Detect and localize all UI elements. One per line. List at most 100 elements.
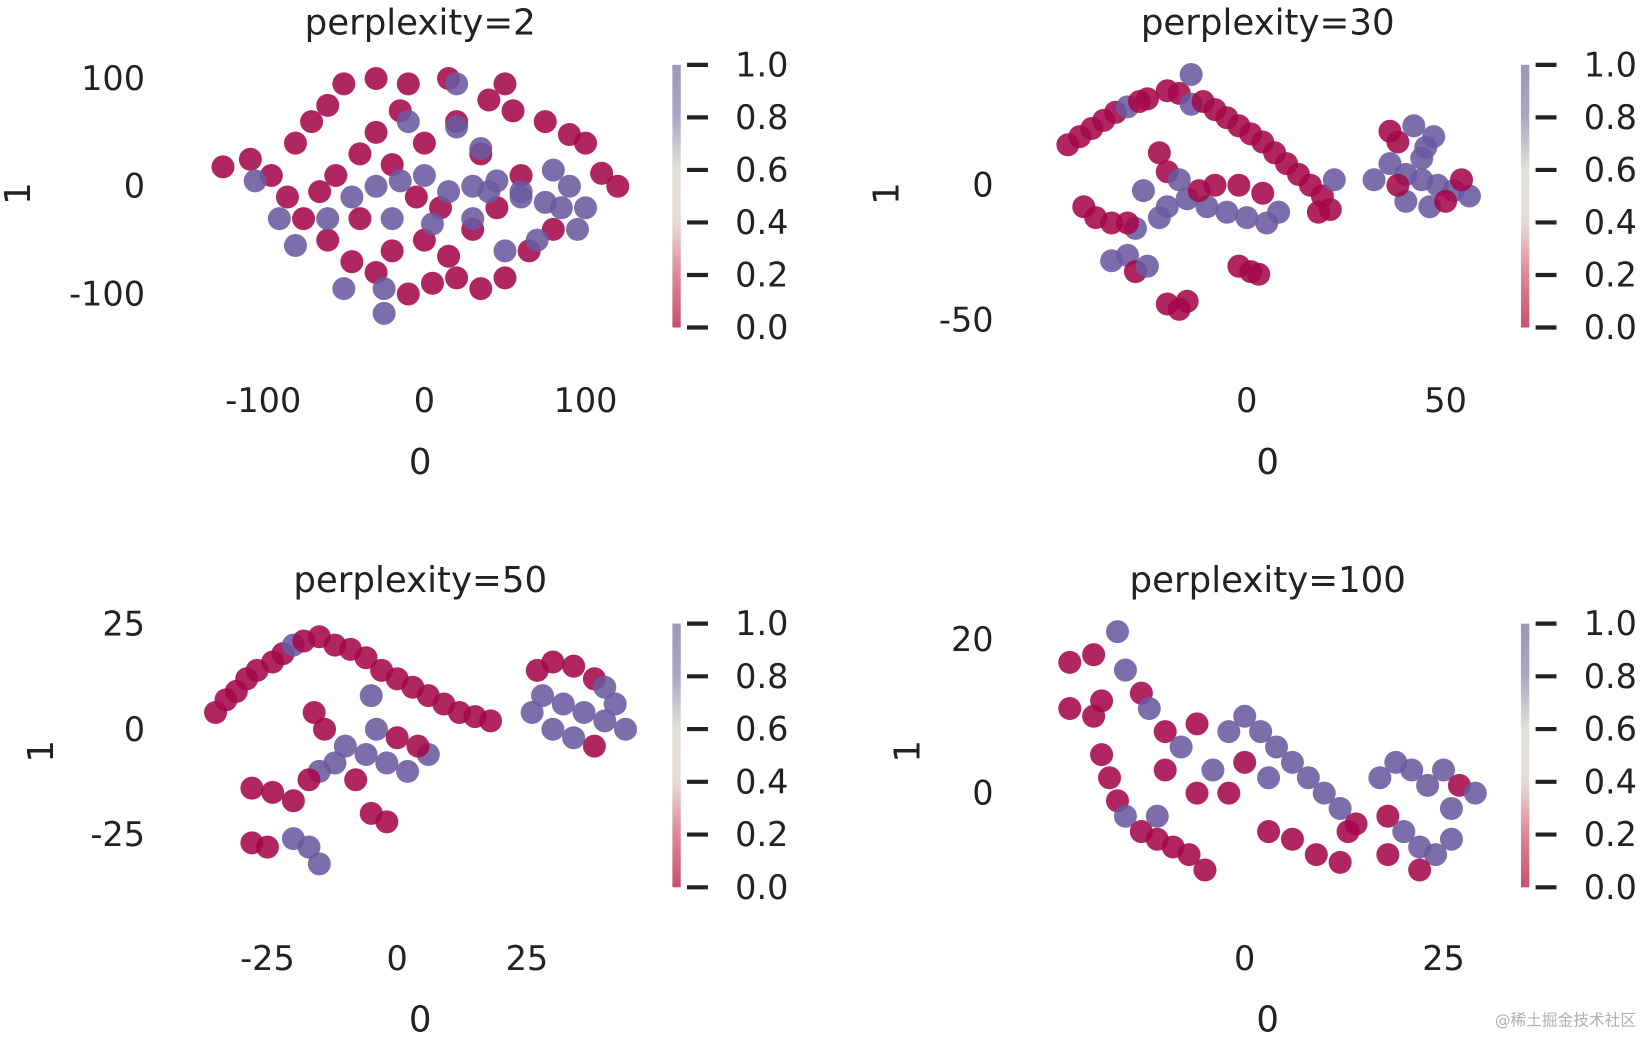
scatter-point <box>1267 200 1291 224</box>
scatter-point <box>333 734 357 758</box>
scatter-point <box>1386 173 1410 197</box>
y-axis-label: 1 <box>0 182 39 205</box>
scatter-point <box>316 93 340 117</box>
colorbar-gradient <box>672 64 681 328</box>
scatter-point <box>493 72 517 96</box>
scatter-point <box>385 726 409 750</box>
colorbar-tick-label: 0.6 <box>735 710 788 749</box>
colorbar-tick-label: 0.4 <box>735 203 788 242</box>
scatter-point <box>313 717 337 741</box>
scatter-point <box>572 700 596 724</box>
scatter-point <box>582 734 606 758</box>
subplot-title: perplexity=100 <box>1130 560 1406 601</box>
scatter-point <box>1416 773 1440 797</box>
subplot-title: perplexity=2 <box>305 3 536 44</box>
scatter-point <box>1322 168 1346 192</box>
scatter-point <box>316 207 340 231</box>
scatter-point <box>1362 168 1386 192</box>
scatter-point <box>1147 141 1171 165</box>
scatter-point <box>1100 211 1124 235</box>
scatter-point <box>509 185 533 209</box>
scatter-point <box>1201 758 1225 782</box>
scatter-point <box>359 684 383 708</box>
scatter-point <box>1185 781 1209 805</box>
scatter-point <box>541 650 565 674</box>
scatter-point <box>364 66 388 90</box>
scatter-point <box>1215 200 1239 224</box>
scatter-point <box>307 852 331 876</box>
scatter-point <box>520 700 544 724</box>
scatter-point <box>1312 781 1336 805</box>
scatter-point <box>1090 743 1114 767</box>
scatter-point <box>340 250 364 274</box>
scatter-point <box>606 174 630 198</box>
scatter-point <box>348 142 372 166</box>
scatter-point <box>1306 200 1330 224</box>
scatter-point <box>340 185 364 209</box>
scatter-point <box>1424 843 1448 867</box>
scatter-point <box>1113 658 1137 682</box>
scatter-point <box>297 835 321 859</box>
y-axis-label: 1 <box>866 182 907 205</box>
scatter-point <box>372 301 396 325</box>
scatter-point <box>1439 827 1463 851</box>
scatter-point <box>1304 843 1328 867</box>
colorbar-tick-label: 0.2 <box>735 815 788 854</box>
scatter-point <box>445 115 469 139</box>
scatter-point <box>243 169 267 193</box>
scatter-point <box>437 180 461 204</box>
scatter-point <box>1058 697 1082 721</box>
scatter-point <box>1434 189 1458 213</box>
x-tick-label: 50 <box>1424 381 1467 420</box>
scatter-point <box>1187 179 1211 203</box>
colorbar-tick-label: 0.0 <box>1584 308 1637 347</box>
colorbar-tick-label: 0.6 <box>735 150 788 189</box>
colorbar-gradient <box>672 623 681 888</box>
y-tick-label: 0 <box>972 166 993 205</box>
scatter-point <box>549 196 573 220</box>
scatter-point <box>1257 766 1281 790</box>
scatter-point <box>396 282 420 306</box>
scatter-points <box>211 66 630 325</box>
scatter-point <box>525 228 549 252</box>
scatter-point <box>445 266 469 290</box>
scatter-point <box>469 277 493 301</box>
scatter-point <box>501 99 525 123</box>
scatter-point <box>354 743 378 767</box>
scatter-point <box>1336 820 1360 844</box>
scatter-point <box>1082 704 1106 728</box>
scatter-point <box>557 174 581 198</box>
scatter-point <box>541 158 565 182</box>
scatter-point <box>238 147 262 171</box>
scatter-point <box>364 174 388 198</box>
scatter-point <box>380 239 404 263</box>
y-axis-label: 1 <box>887 740 928 763</box>
watermark: @稀土掘金技术社区 <box>1495 1010 1636 1029</box>
y-axis-label: 1 <box>21 740 62 763</box>
scatter-point <box>420 271 444 295</box>
y-tick-label: 100 <box>81 59 145 98</box>
colorbar-tick-label: 0.2 <box>1584 255 1637 294</box>
x-tick-label: -100 <box>225 381 301 420</box>
colorbar-tick-label: 1.0 <box>1584 604 1637 643</box>
scatter-point <box>388 169 412 193</box>
scatter-point <box>300 110 324 134</box>
y-tick-label: -25 <box>90 815 145 854</box>
x-axis-label: 0 <box>1256 1000 1279 1039</box>
colorbar: 1.0 0.8 0.6 0.4 0.2 0.0 <box>672 604 788 907</box>
scatter-point <box>420 212 444 236</box>
scatter-point <box>1247 262 1271 286</box>
scatter-point <box>437 244 461 268</box>
scatter-point <box>551 692 575 716</box>
colorbar-tick-label: 1.0 <box>1584 45 1637 84</box>
subplot-title: perplexity=50 <box>293 560 547 601</box>
scatter-point <box>1257 820 1281 844</box>
colorbar-tick-label: 0.8 <box>735 657 788 696</box>
scatter-point <box>1135 254 1159 278</box>
scatter-point <box>380 207 404 231</box>
scatter-point <box>541 217 565 241</box>
scatter-point <box>1463 781 1487 805</box>
scatter-point <box>565 217 589 241</box>
scatter-point <box>1113 804 1137 828</box>
